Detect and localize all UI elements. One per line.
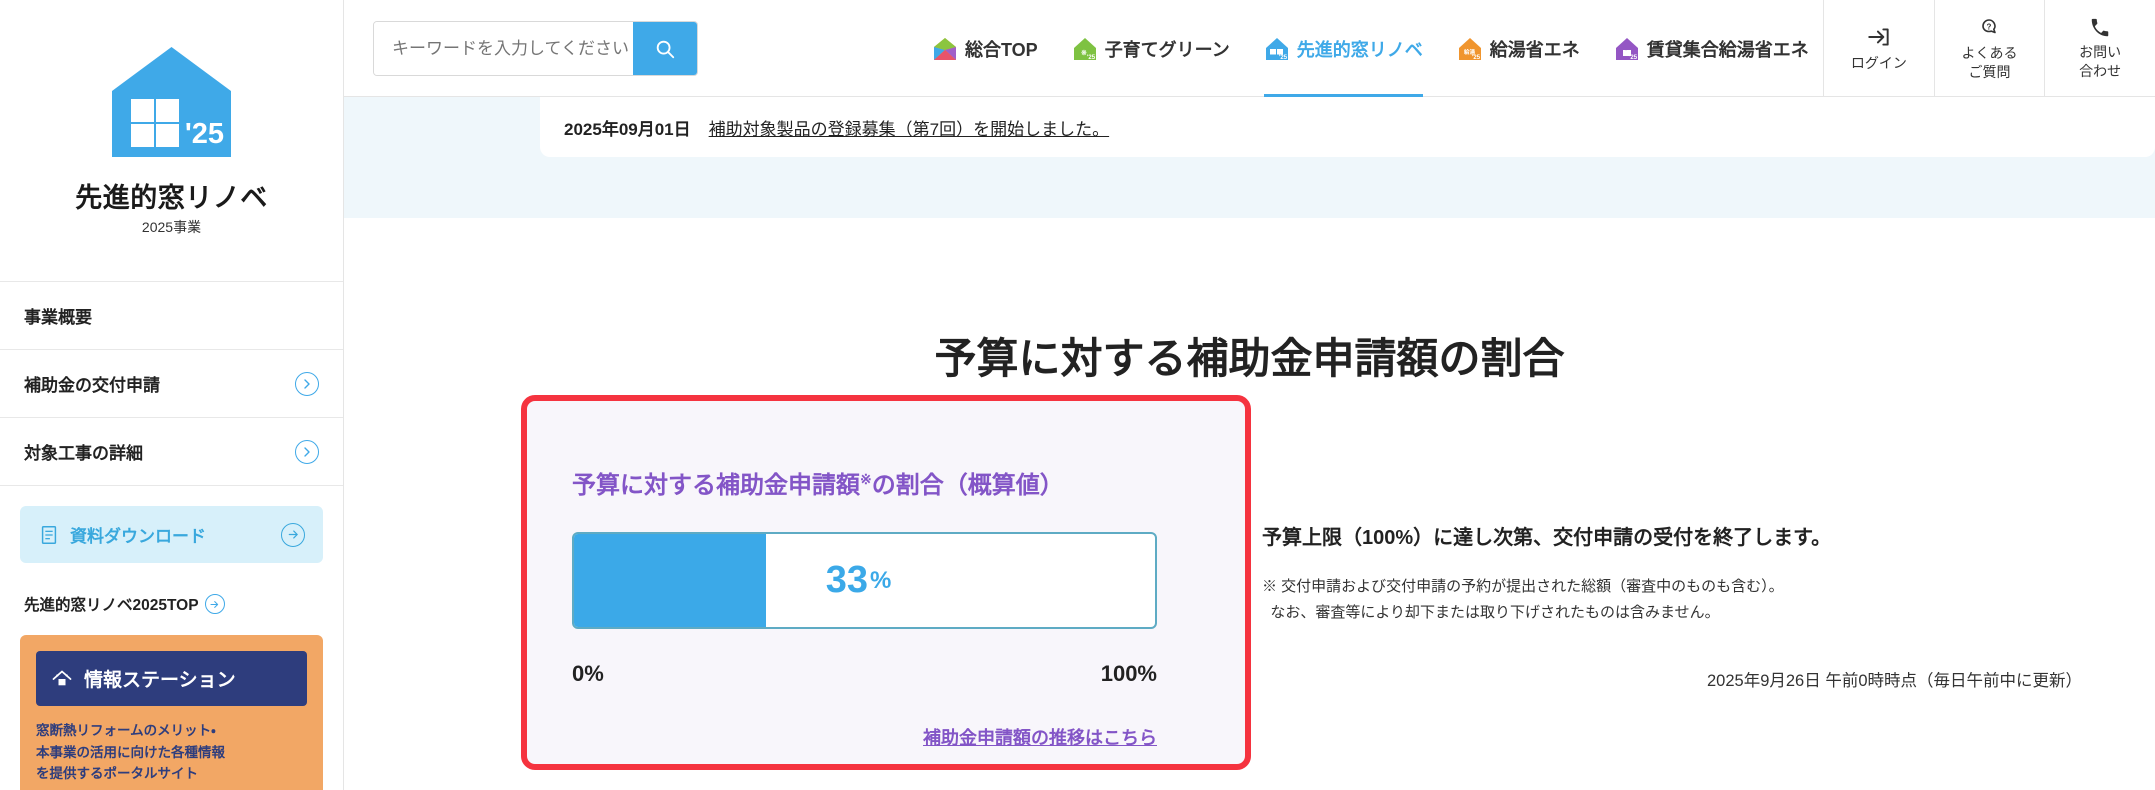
svg-text:'25: '25	[1279, 55, 1288, 61]
svg-text:'25: '25	[1472, 55, 1481, 61]
svg-text:'25: '25	[1629, 55, 1638, 61]
svg-text:?: ?	[1986, 23, 1991, 32]
svg-text:'25: '25	[185, 118, 224, 150]
svg-text:'25: '25	[1087, 55, 1096, 61]
